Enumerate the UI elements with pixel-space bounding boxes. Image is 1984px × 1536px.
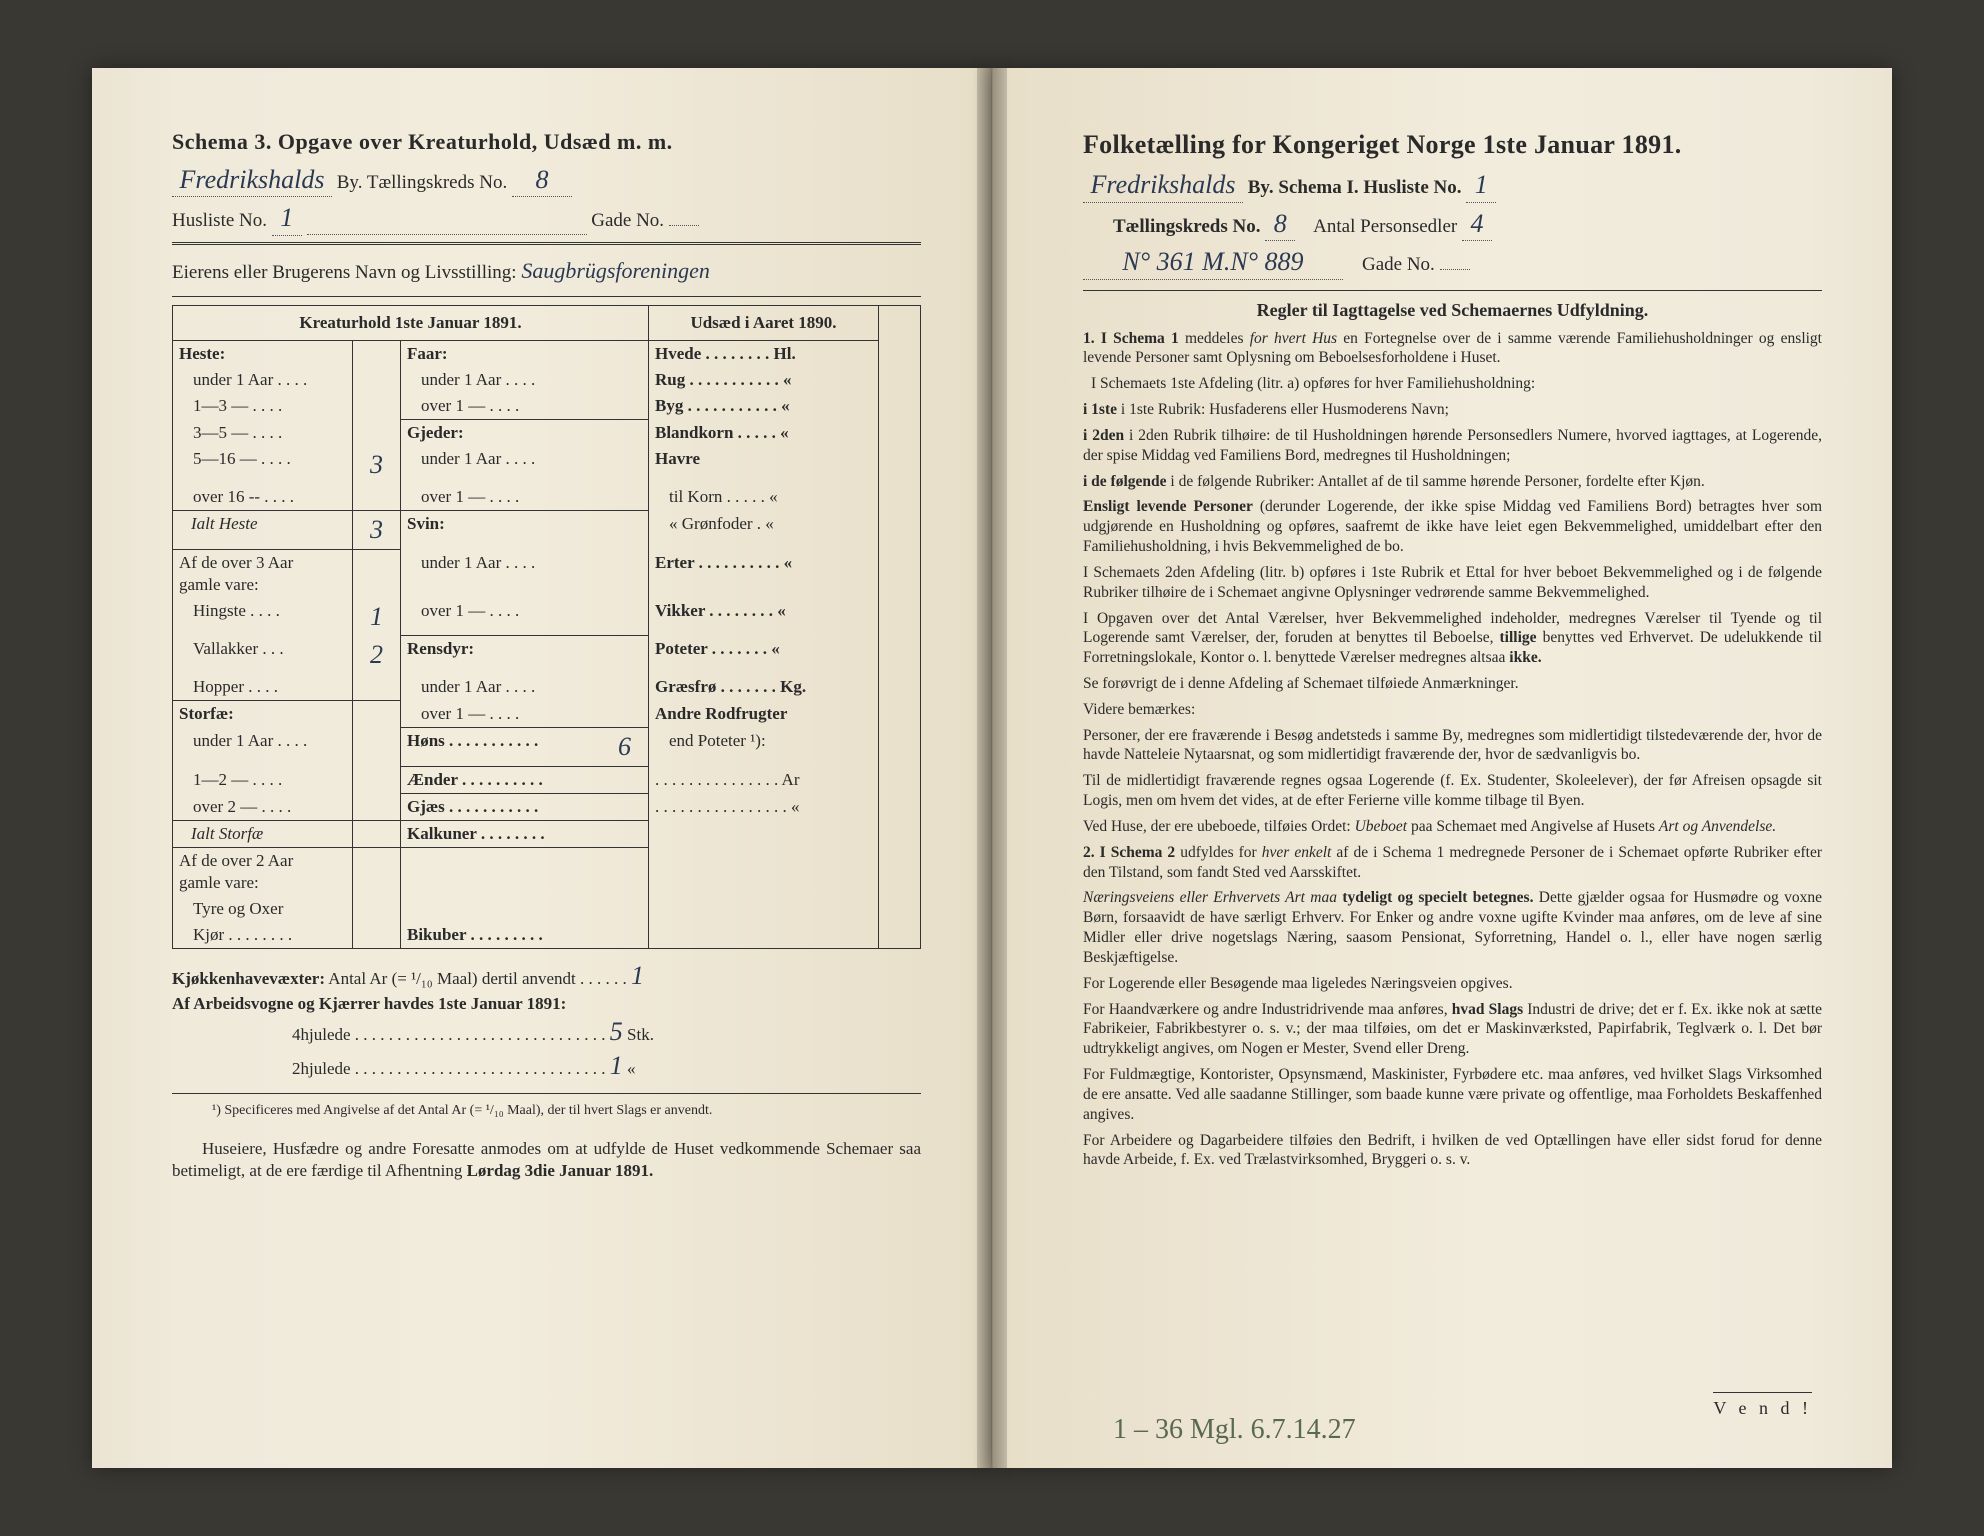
divider-r [1083,290,1822,291]
left-page: Schema 3. Opgave over Kreaturhold, Udsæd… [92,68,992,1468]
rule-1: 1. I Schema 1 meddeles for hvert Hus en … [1083,329,1822,369]
left-title: Schema 3. Opgave over Kreaturhold, Udsæd… [172,128,921,157]
left-city-line: Fredrikshalds By. Tællingskreds No. 8 [172,163,921,198]
kreatur-table: Kreaturhold 1ste Januar 1891. Udsæd i Aa… [172,305,921,950]
right-line1: Fredrikshalds By. Schema I. Husliste No.… [1083,168,1822,203]
thead-left: Kreaturhold 1ste Januar 1891. [173,306,649,341]
city-hand-r: Fredrikshalds [1083,168,1243,203]
heste-head: Heste: [173,341,353,367]
husliste-line: Husliste No. 1 Gade No. [172,201,921,236]
rule-2: 2. I Schema 2 udfyldes for hver enkelt a… [1083,843,1822,883]
husliste-label: Husliste No. [172,210,267,231]
kreds-no: 8 [512,163,572,198]
right-line2: Tællingskreds No. 8 Antal Personsedler 4 [1083,207,1822,242]
faar-head: Faar: [401,341,601,367]
owner-label: Eierens eller Brugerens Navn og Livsstil… [172,262,517,283]
city-handwritten: Fredrikshalds [172,163,332,198]
divider3 [172,1093,921,1094]
divider2 [172,296,921,297]
divider [172,242,921,245]
pencil-note: 1 – 36 Mgl. 6.7.14.27 [1113,1412,1356,1448]
gade-no [669,225,699,226]
gade-label: Gade No. [591,210,664,231]
footer-block: Kjøkkenhavevæxter: Antal Ar (= ¹/₁₀ Maal… [172,959,921,1082]
by-label: By. Tællingskreds No. [337,172,507,193]
blank-line [307,209,587,235]
hvede: Hvede . . . . . . . . Hl. [649,341,879,367]
rules-head: Regler til Iagttagelse ved Schemaernes U… [1083,299,1822,322]
right-page: Folketælling for Kongeriget Norge 1ste J… [992,68,1892,1468]
husliste-no: 1 [272,201,302,236]
vend-label: V e n d ! [1713,1392,1812,1420]
owner-line: Eierens eller Brugerens Navn og Livsstil… [172,257,921,286]
open-book: Schema 3. Opgave over Kreaturhold, Udsæd… [92,68,1892,1468]
closing-text: Huseiere, Husfædre og andre Foresatte an… [172,1138,921,1182]
thead-right: Udsæd i Aaret 1890. [649,306,879,341]
right-title: Folketælling for Kongeriget Norge 1ste J… [1083,128,1822,162]
right-line3: N° 361 M.N° 889 Gade No. [1083,245,1822,280]
footnote: ¹) Specificeres med Angivelse af det Ant… [172,1102,921,1120]
owner-handwritten: Saugbrügsforeningen [521,258,710,283]
